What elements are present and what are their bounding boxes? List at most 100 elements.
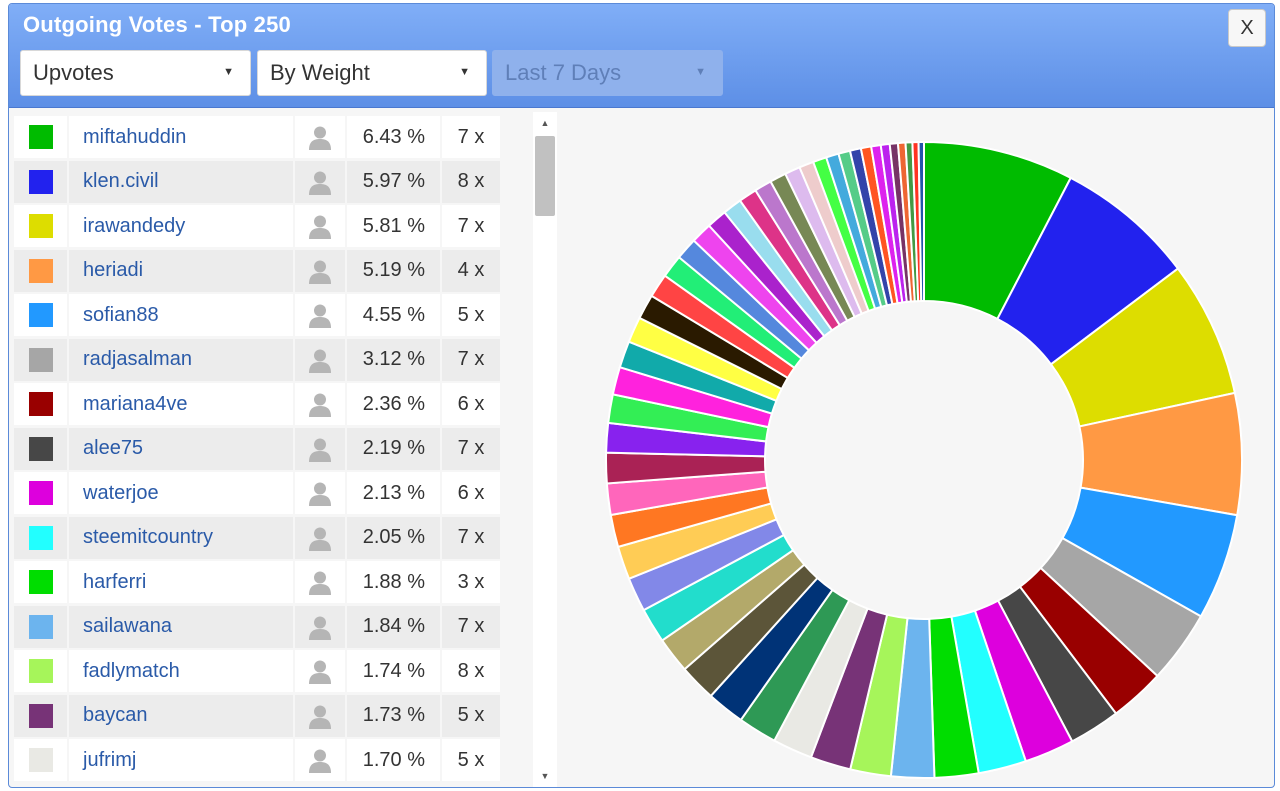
user-icon[interactable] [295, 205, 347, 247]
list-item[interactable]: radjasalman 3.12 % 7 x [14, 338, 500, 381]
color-swatch [28, 169, 53, 194]
vote-count: 4 x [442, 249, 500, 292]
list-scrollbar[interactable]: ▲ ▼ [533, 112, 557, 787]
user-icon[interactable] [295, 472, 347, 514]
list-item[interactable]: heriadi 5.19 % 4 x [14, 249, 500, 292]
weight-percent: 2.05 % [347, 516, 442, 559]
user-icon[interactable] [295, 605, 347, 648]
scroll-down-icon[interactable]: ▼ [540, 771, 550, 781]
voter-name-link[interactable]: radjasalman [69, 338, 295, 381]
list-item[interactable]: miftahuddin 6.43 % 7 x [14, 116, 500, 158]
vote-count: 7 x [442, 427, 500, 470]
voter-name-link[interactable]: jufrimj [69, 739, 295, 781]
color-swatch [28, 303, 53, 327]
color-swatch [28, 392, 53, 416]
voter-name-link[interactable]: alee75 [69, 427, 295, 470]
voter-name-link[interactable]: sailawana [69, 605, 295, 648]
list-item[interactable]: irawandedy 5.81 % 7 x [14, 205, 500, 247]
weight-percent: 2.36 % [347, 383, 442, 425]
user-icon[interactable] [295, 338, 347, 381]
weight-percent: 2.13 % [347, 472, 442, 514]
swatch-cell [14, 249, 69, 292]
voter-name-link[interactable]: irawandedy [69, 205, 295, 247]
weight-percent: 1.73 % [347, 694, 442, 737]
color-swatch [28, 614, 53, 639]
vote-count: 5 x [442, 739, 500, 781]
color-swatch [28, 125, 53, 149]
weight-percent: 1.70 % [347, 739, 442, 781]
voter-name-link[interactable]: sofian88 [69, 294, 295, 336]
voter-name-link[interactable]: steemitcountry [69, 516, 295, 559]
scroll-up-icon[interactable]: ▲ [540, 118, 550, 128]
user-icon[interactable] [295, 650, 347, 692]
swatch-cell [14, 472, 69, 514]
donut-chart [605, 140, 1243, 779]
swatch-cell [14, 739, 69, 781]
voter-name-link[interactable]: harferri [69, 561, 295, 603]
swatch-cell [14, 294, 69, 336]
user-icon[interactable] [295, 516, 347, 559]
swatch-cell [14, 160, 69, 203]
voter-name-link[interactable]: waterjoe [69, 472, 295, 514]
user-icon[interactable] [295, 383, 347, 425]
voter-name-link[interactable]: baycan [69, 694, 295, 737]
vote-count: 7 x [442, 205, 500, 247]
weight-percent: 6.43 % [347, 116, 442, 158]
donut-slice[interactable] [917, 140, 925, 303]
user-icon[interactable] [295, 160, 347, 203]
user-icon[interactable] [295, 294, 347, 336]
list-item[interactable]: mariana4ve 2.36 % 6 x [14, 383, 500, 425]
caret-down-icon: ▼ [223, 66, 234, 78]
swatch-cell [14, 561, 69, 603]
vote-count: 5 x [442, 294, 500, 336]
voter-name-link[interactable]: klen.civil [69, 160, 295, 203]
vote-count: 8 x [442, 160, 500, 203]
vote-type-select[interactable]: Upvotes ▼ [20, 50, 251, 96]
voter-name-link[interactable]: fadlymatch [69, 650, 295, 692]
voter-name-link[interactable]: miftahuddin [69, 116, 295, 158]
weight-percent: 4.55 % [347, 294, 442, 336]
color-swatch [28, 703, 53, 728]
close-button[interactable]: X [1228, 9, 1266, 47]
list-item[interactable]: sofian88 4.55 % 5 x [14, 294, 500, 336]
list-item[interactable]: steemitcountry 2.05 % 7 x [14, 516, 500, 559]
weight-percent: 5.19 % [347, 249, 442, 292]
user-icon[interactable] [295, 739, 347, 781]
list-item[interactable]: sailawana 1.84 % 7 x [14, 605, 500, 648]
list-item[interactable]: harferri 1.88 % 3 x [14, 561, 500, 603]
swatch-cell [14, 338, 69, 381]
color-swatch [28, 258, 53, 283]
sort-select[interactable]: By Weight ▼ [257, 50, 487, 96]
weight-percent: 3.12 % [347, 338, 442, 381]
list-item[interactable]: baycan 1.73 % 5 x [14, 694, 500, 737]
vote-count: 6 x [442, 472, 500, 514]
color-swatch [28, 214, 53, 238]
voter-name-link[interactable]: heriadi [69, 249, 295, 292]
window-header: Outgoing Votes - Top 250 X Upvotes ▼ By … [9, 4, 1274, 108]
user-icon[interactable] [295, 249, 347, 292]
vote-count: 7 x [442, 605, 500, 648]
swatch-cell [14, 383, 69, 425]
donut-chart-area [559, 112, 1274, 787]
sort-value: By Weight [270, 60, 370, 85]
voter-name-link[interactable]: mariana4ve [69, 383, 295, 425]
list-item[interactable]: klen.civil 5.97 % 8 x [14, 160, 500, 203]
swatch-cell [14, 116, 69, 158]
color-swatch [28, 659, 53, 683]
list-item[interactable]: alee75 2.19 % 7 x [14, 427, 500, 470]
swatch-cell [14, 205, 69, 247]
user-icon[interactable] [295, 427, 347, 470]
user-icon[interactable] [295, 116, 347, 158]
color-swatch [28, 748, 53, 772]
list-item[interactable]: waterjoe 2.13 % 6 x [14, 472, 500, 514]
period-value: Last 7 Days [505, 60, 622, 85]
user-icon[interactable] [295, 561, 347, 603]
list-item[interactable]: fadlymatch 1.74 % 8 x [14, 650, 500, 692]
scroll-thumb[interactable] [535, 136, 555, 216]
caret-down-icon: ▼ [459, 66, 470, 78]
vote-count: 7 x [442, 116, 500, 158]
user-icon[interactable] [295, 694, 347, 737]
color-swatch [28, 347, 53, 372]
list-item[interactable]: jufrimj 1.70 % 5 x [14, 739, 500, 781]
